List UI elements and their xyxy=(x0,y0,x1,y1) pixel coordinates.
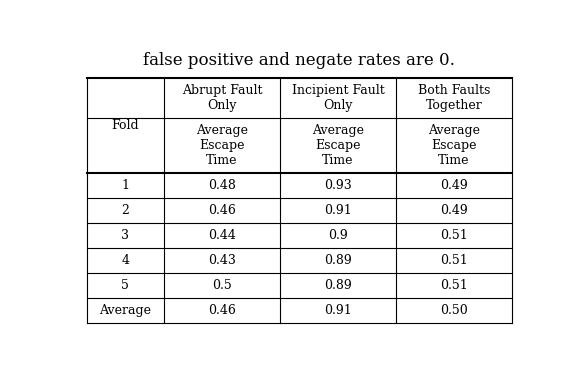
Text: 0.51: 0.51 xyxy=(440,229,468,242)
Text: 0.44: 0.44 xyxy=(208,229,236,242)
Text: Fold: Fold xyxy=(112,119,139,132)
Text: 2: 2 xyxy=(121,204,129,217)
Text: 0.46: 0.46 xyxy=(208,304,236,317)
Text: 1: 1 xyxy=(121,179,129,192)
Text: Abrupt Fault
Only: Abrupt Fault Only xyxy=(182,84,262,112)
Text: 0.43: 0.43 xyxy=(208,254,236,267)
Text: Average
Escape
Time: Average Escape Time xyxy=(196,124,248,167)
Text: 3: 3 xyxy=(121,229,129,242)
Text: 0.91: 0.91 xyxy=(324,204,352,217)
Text: Incipient Fault
Only: Incipient Fault Only xyxy=(291,84,384,112)
Text: 5: 5 xyxy=(121,279,129,292)
Text: 0.51: 0.51 xyxy=(440,279,468,292)
Text: 0.5: 0.5 xyxy=(212,279,232,292)
Text: false positive and negate rates are 0.: false positive and negate rates are 0. xyxy=(143,52,456,70)
Text: 0.51: 0.51 xyxy=(440,254,468,267)
Text: 0.49: 0.49 xyxy=(440,179,468,192)
Text: Average: Average xyxy=(99,304,151,317)
Text: 0.89: 0.89 xyxy=(324,254,352,267)
Text: Both Faults
Together: Both Faults Together xyxy=(418,84,490,112)
Text: 0.93: 0.93 xyxy=(324,179,352,192)
Text: 0.48: 0.48 xyxy=(208,179,236,192)
Text: Average
Escape
Time: Average Escape Time xyxy=(312,124,364,167)
Text: 0.89: 0.89 xyxy=(324,279,352,292)
Text: 0.49: 0.49 xyxy=(440,204,468,217)
Text: 0.50: 0.50 xyxy=(440,304,468,317)
Text: 0.46: 0.46 xyxy=(208,204,236,217)
Text: 0.91: 0.91 xyxy=(324,304,352,317)
Text: Average
Escape
Time: Average Escape Time xyxy=(428,124,480,167)
Text: 4: 4 xyxy=(121,254,129,267)
Text: 0.9: 0.9 xyxy=(328,229,348,242)
